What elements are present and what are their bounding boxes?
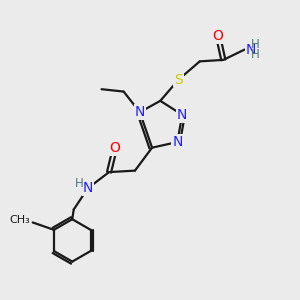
Text: H: H (75, 177, 84, 190)
Text: N: N (246, 43, 256, 57)
Text: O: O (110, 141, 120, 155)
Text: H: H (251, 48, 260, 62)
Text: O: O (213, 29, 224, 43)
Text: N: N (83, 181, 93, 195)
Text: N: N (172, 135, 183, 149)
Text: H: H (251, 38, 260, 51)
Text: N: N (135, 105, 145, 119)
Text: S: S (174, 73, 183, 87)
Text: N: N (177, 108, 188, 122)
Text: CH₃: CH₃ (10, 215, 30, 225)
